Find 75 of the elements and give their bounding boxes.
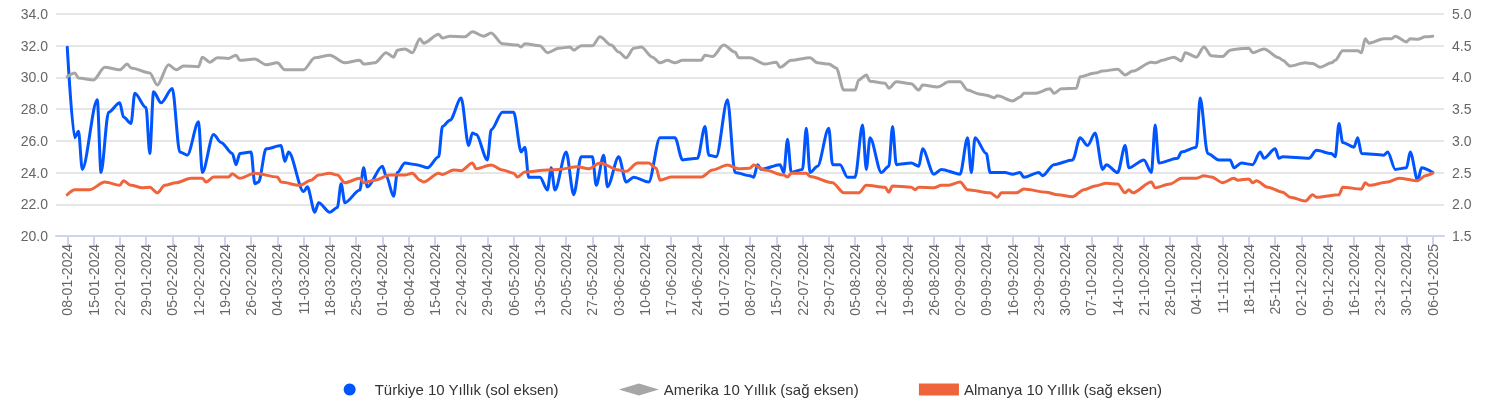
x-tick-label: 06-05-2024 (505, 243, 522, 316)
x-tick-label: 17-06-2024 (663, 243, 680, 316)
x-tick-label: 07-10-2024 (1083, 243, 1100, 316)
legend-label: Almanya 10 Yıllık (sağ eksen) (963, 381, 1163, 398)
y-tick-label: 32.0 (20, 37, 49, 54)
x-tick-label: 05-02-2024 (164, 243, 181, 316)
y-tick-label: 20.0 (20, 228, 49, 244)
x-tick-label: 22-04-2024 (453, 243, 470, 316)
x-tick-label: 30-09-2024 (1057, 243, 1074, 316)
x-tick-label: 08-07-2024 (742, 243, 758, 316)
y-tick-label: 24.0 (20, 164, 49, 181)
x-tick-label: 13-05-2024 (531, 243, 548, 316)
x-tick-label: 01-07-2024 (715, 243, 732, 316)
x-tick-label: 02-12-2024 (1293, 243, 1310, 316)
x-tick-label: 20-05-2024 (558, 243, 575, 316)
x-tick-label: 15-04-2024 (426, 243, 443, 316)
legend-label: Amerika 10 Yıllık (sağ eksen) (663, 381, 859, 398)
y2-tick-label: 2.0 (1452, 196, 1472, 213)
x-tick-label: 29-01-2024 (138, 243, 155, 316)
x-tick-label: 23-09-2024 (1030, 243, 1047, 316)
x-tick-label: 04-03-2024 (269, 243, 286, 316)
y2-tick-label: 4.5 (1452, 37, 1472, 54)
x-tick-label: 19-08-2024 (899, 243, 916, 316)
x-tick-label: 11-03-2024 (295, 243, 312, 315)
y2-tick-label: 1.5 (1452, 228, 1472, 244)
x-tick-label: 19-02-2024 (216, 243, 233, 316)
x-tick-label: 12-02-2024 (190, 243, 207, 316)
x-tick-label: 09-12-2024 (1319, 243, 1336, 316)
y-tick-label: 34.0 (20, 6, 49, 22)
line-series (65, 30, 1435, 103)
x-tick-label: 26-08-2024 (925, 243, 942, 316)
x-tick-label: 03-06-2024 (610, 243, 627, 316)
x-tick-label: 08-01-2024 (59, 243, 76, 316)
x-tick-label: 12-08-2024 (873, 243, 890, 316)
y2-tick-label: 2.5 (1452, 164, 1472, 181)
x-tick-label: 15-07-2024 (768, 243, 785, 316)
line-series (65, 45, 1435, 214)
x-tick-label: 18-03-2024 (321, 243, 338, 316)
x-tick-label: 05-08-2024 (847, 243, 864, 316)
y2-tick-label: 3.5 (1452, 101, 1472, 118)
x-tick-label: 16-09-2024 (1004, 243, 1021, 316)
x-tick-label: 29-04-2024 (479, 243, 496, 316)
x-tick-label: 25-11-2024 (1267, 243, 1284, 315)
y-tick-label: 28.0 (20, 101, 49, 118)
line-series (65, 161, 1435, 203)
x-tick-label: 11-11-2024 (1214, 243, 1231, 314)
x-tick-label: 06-01-2025 (1424, 243, 1441, 316)
x-tick-label: 25-03-2024 (348, 243, 365, 316)
y-tick-label: 22.0 (20, 196, 49, 213)
x-tick-label: 27-05-2024 (584, 243, 601, 316)
y2-tick-label: 5.0 (1452, 6, 1472, 22)
y-tick-label: 26.0 (20, 132, 49, 149)
legend-label: Türkiye 10 Yıllık (sol eksen) (374, 381, 559, 398)
x-tick-label: 02-09-2024 (952, 243, 969, 316)
x-tick-label: 28-10-2024 (1162, 243, 1179, 316)
x-tick-label: 22-01-2024 (111, 243, 128, 316)
x-tick-label: 09-09-2024 (978, 243, 995, 316)
x-tick-label: 08-04-2024 (400, 243, 417, 316)
x-tick-label: 04-11-2024 (1188, 243, 1205, 315)
x-tick-label: 23-12-2024 (1372, 243, 1389, 316)
y2-tick-label: 3.0 (1452, 132, 1472, 149)
x-tick-label: 01-04-2024 (374, 243, 391, 316)
x-tick-label: 21-10-2024 (1135, 243, 1152, 316)
x-tick-label: 14-10-2024 (1109, 243, 1126, 316)
x-tick-label: 10-06-2024 (636, 243, 653, 316)
y-tick-label: 30.0 (20, 69, 49, 86)
x-tick-label: 24-06-2024 (689, 243, 706, 316)
x-tick-label: 15-01-2024 (85, 243, 102, 316)
x-tick-label: 26-02-2024 (243, 243, 260, 316)
x-tick-label: 18-11-2024 (1240, 243, 1257, 315)
y2-tick-label: 4.0 (1452, 69, 1472, 86)
x-tick-label: 30-12-2024 (1398, 243, 1415, 316)
x-tick-label: 22-07-2024 (794, 243, 811, 316)
x-tick-label: 16-12-2024 (1345, 243, 1362, 316)
x-tick-label: 29-07-2024 (820, 243, 837, 316)
